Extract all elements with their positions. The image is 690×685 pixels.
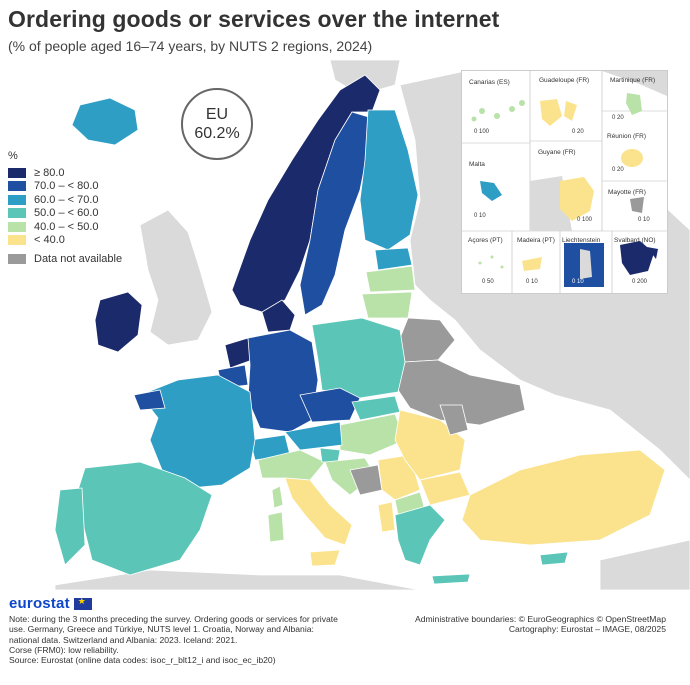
eurostat-wordmark: eurostat [9,595,70,612]
scale-canarias: 0 100 [474,129,490,135]
legend-swatch [8,235,26,246]
iceland [71,97,139,146]
legend-label: ≥ 80.0 [34,166,65,179]
sweden [299,111,373,316]
brittany [133,389,166,411]
scale-guyane: 0 100 [577,217,593,223]
scale-madeira: 0 10 [526,279,538,285]
inset-label-canarias: Canarias (ES) [469,79,510,86]
inset-label-guadeloupe: Guadeloupe (FR) [539,77,590,84]
legend-label: 60.0 – < 70.0 [34,193,99,206]
credit-line: Administrative boundaries: © EuroGeograp… [414,614,666,624]
scale-liechtenstein: 0 10 [572,279,584,285]
inset-label-acores: Açores (PT) [468,237,503,244]
inset-label-martinique: Martinique (FR) [610,77,656,84]
legend-label: < 40.0 [34,234,65,247]
legend-row-na: Data not available [8,252,122,266]
denmark [261,299,296,333]
italy-south [284,477,353,546]
crete [431,573,471,585]
legend-row: < 40.0 [8,234,122,248]
sardinia [267,511,285,543]
uk-region [139,209,213,346]
legend-heading: % [8,150,18,162]
greece [394,504,446,566]
source-line: Source: Eurostat (online data codes: iso… [9,655,276,666]
scale-martinique: 0 20 [612,115,624,121]
legend-label: 50.0 – < 60.0 [34,207,99,220]
inset-label-madeira: Madeira (PT) [517,237,555,244]
latvia [365,265,416,293]
cyprus [539,551,569,566]
corsica [271,485,284,509]
legend-row: 40.0 – < 50.0 [8,220,122,234]
scale-guadeloupe: 0 20 [572,129,584,135]
eurostat-logo: eurostat [9,595,92,612]
map-title: Ordering goods or services over the inte… [8,6,500,32]
middle-east [599,539,690,590]
austria [284,421,343,451]
eu-badge-value: 60.2% [194,125,240,142]
legend-swatch [8,208,26,219]
eu-flag-icon [73,596,92,610]
albania [377,501,396,533]
ukraine [397,359,526,426]
legend-swatch [8,221,26,232]
note-line: Corse (FRM0): low reliability. [9,644,119,655]
ireland [94,291,143,353]
belarus [399,317,456,363]
legend-swatch [8,167,26,178]
legend-row: 70.0 – < 80.0 [8,180,122,194]
finland [359,109,419,251]
lithuania [361,291,413,319]
poland [311,317,406,399]
estonia [374,247,413,271]
note-line: Note: during the 3 months preceding the … [9,614,338,645]
footnotes: Note: during the 3 months preceding the … [9,614,339,665]
inset-label-liechtenstein: Liechtenstein [562,237,601,244]
legend: % ≥ 80.0 70.0 – < 80.0 60.0 – < 70.0 50.… [8,150,122,266]
legend-row: ≥ 80.0 [8,166,122,180]
map-subtitle: (% of people aged 16–74 years, by NUTS 2… [8,38,373,54]
scale-mayotte: 0 10 [638,217,650,223]
portugal [54,487,86,566]
scale-malta: 0 10 [474,213,486,219]
legend-swatch [8,181,26,192]
scale-reunion: 0 20 [612,167,624,173]
sicily [309,549,341,567]
inset-label-svalbard: Svalbard (NO) [614,237,656,244]
legend-label: 70.0 – < 80.0 [34,180,99,193]
inset-label-malta: Malta [469,161,485,168]
legend-row: 60.0 – < 70.0 [8,193,122,207]
north-africa [54,569,421,590]
legend-label-na: Data not available [34,252,123,265]
moldova [439,404,469,436]
legend-row: 50.0 – < 60.0 [8,207,122,221]
eu-average-badge: EU 60.2% [181,88,253,160]
eu-badge-label: EU [205,106,229,123]
hungary [339,413,406,456]
france [139,374,256,489]
inset-maps-panel: Canarias (ES) Guadeloupe (FR) Martinique… [461,70,668,294]
scale-acores: 0 50 [482,279,494,285]
inset-label-guyane: Guyane (FR) [538,149,576,156]
legend-swatch-na [8,253,26,264]
slovenia [319,447,341,463]
legend-swatch [8,194,26,205]
inset-grid [462,71,667,293]
credit-line: Cartography: Eurostat – IMAGE, 08/2025 [508,624,666,635]
germany [247,329,319,433]
credits: Administrative boundaries: © EuroGeograp… [415,614,666,635]
legend-label: 40.0 – < 50.0 [34,220,99,233]
inset-label-reunion: Réunion (FR) [607,133,647,140]
inset-label-mayotte: Mayotte (FR) [608,189,646,196]
turkiye [461,449,666,546]
scale-svalbard: 0 200 [632,279,648,285]
